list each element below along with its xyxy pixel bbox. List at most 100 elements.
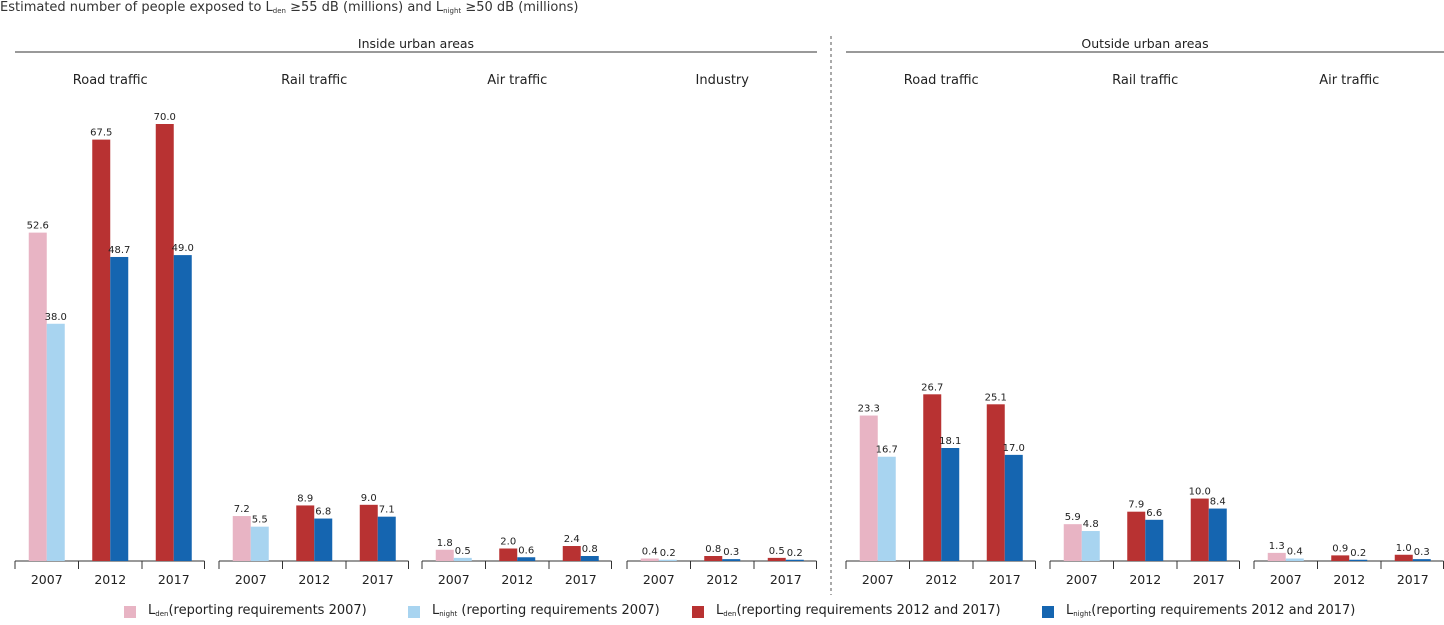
title-prefix: Estimated number of people exposed to L (0, 0, 273, 15)
legend-item-lden-2007[interactable]: Lden(reporting requirements 2007) (124, 603, 367, 618)
data-label-lden: 10.0 (1189, 487, 1211, 498)
bar-lnight[interactable] (46, 323, 65, 561)
legend-swatch (124, 606, 136, 618)
bar-lden[interactable] (923, 394, 942, 561)
bar-lden[interactable] (986, 404, 1005, 561)
panel-label: Industry (696, 73, 750, 88)
bar-lden[interactable] (1331, 555, 1350, 561)
x-tick-label: 2017 (158, 572, 190, 587)
bar-lden[interactable] (92, 139, 111, 561)
x-tick-label: 2017 (1397, 572, 1429, 587)
bar-lden[interactable] (232, 516, 251, 561)
bar-lden[interactable] (359, 504, 378, 561)
data-label-lden: 8.9 (297, 493, 313, 504)
data-label-lden: 2.0 (500, 537, 516, 548)
bar-lden[interactable] (859, 415, 878, 561)
x-tick-label: 2017 (770, 572, 802, 587)
data-label-lden: 1.0 (1396, 543, 1412, 554)
bar-chart: Inside urban areas Road traffic 52.6 38.0 20… (14, 36, 1444, 595)
panel-label: Air traffic (1319, 73, 1379, 88)
bar-lnight[interactable] (722, 559, 741, 561)
legend-label: Lden(reporting requirements 2012 and 201… (716, 603, 1001, 618)
bar-lden[interactable] (704, 556, 723, 561)
bar-lden[interactable] (1394, 554, 1413, 561)
bar-lnight[interactable] (453, 557, 472, 561)
bar-lnight[interactable] (941, 448, 960, 561)
x-tick-label: 2012 (501, 572, 533, 587)
x-tick-label: 2012 (706, 572, 738, 587)
bar-lden[interactable] (1190, 498, 1209, 561)
bar-lnight[interactable] (314, 518, 333, 561)
data-label-lnight: 0.3 (723, 547, 739, 558)
x-tick-label: 2007 (643, 572, 675, 587)
data-label-lden: 25.1 (985, 392, 1007, 403)
data-label-lden: 1.3 (1269, 541, 1285, 552)
x-tick-label: 2012 (94, 572, 126, 587)
bar-lnight[interactable] (1412, 559, 1431, 561)
legend-swatch (692, 606, 704, 618)
bar-lden[interactable] (499, 548, 518, 561)
legend-item-lnight-2007[interactable]: Lnight (reporting requirements 2007) (408, 603, 660, 618)
title-middle: ≥55 dB (millions) and L (285, 0, 444, 15)
bar-lden[interactable] (1267, 552, 1286, 561)
bar-lden[interactable] (155, 124, 174, 561)
bar-lden[interactable] (562, 546, 581, 561)
bar-lnight[interactable] (173, 255, 192, 561)
legend-item-lden-2012-2017[interactable]: Lden(reporting requirements 2012 and 201… (692, 603, 1001, 618)
data-label-lnight: 8.4 (1210, 497, 1226, 508)
x-tick-label: 2007 (438, 572, 470, 587)
data-label-lden: 26.7 (921, 382, 943, 393)
data-label-lden: 0.9 (1332, 543, 1348, 554)
bar-lden[interactable] (1127, 511, 1146, 561)
data-label-lnight: 49.0 (172, 243, 194, 254)
bar-lnight[interactable] (785, 559, 804, 561)
data-label-lnight: 0.3 (1414, 547, 1430, 558)
x-tick-label: 2007 (862, 572, 894, 587)
group-label: Outside urban areas (1081, 36, 1208, 51)
data-label-lden: 7.9 (1128, 500, 1144, 511)
legend-swatch (408, 606, 420, 618)
data-label-lden: 52.6 (27, 221, 49, 232)
bar-lnight[interactable] (1208, 508, 1227, 561)
x-tick-label: 2017 (1193, 572, 1225, 587)
data-label-lnight: 6.6 (1146, 508, 1162, 519)
bar-lden[interactable] (1063, 524, 1082, 561)
bar-lnight[interactable] (1145, 519, 1164, 561)
panel-label: Air traffic (487, 73, 547, 88)
bar-lden[interactable] (767, 557, 786, 561)
data-label-lden: 5.9 (1065, 512, 1081, 523)
bar-lden[interactable] (435, 549, 454, 561)
bar-lnight[interactable] (1349, 559, 1368, 561)
bar-lnight[interactable] (110, 256, 129, 561)
title-suffix: ≥50 dB (millions) (461, 0, 579, 15)
legend-swatch (1042, 606, 1054, 618)
bar-lden[interactable] (28, 232, 47, 561)
data-label-lden: 0.5 (769, 546, 785, 557)
bar-lnight[interactable] (1285, 558, 1304, 561)
data-label-lnight: 0.5 (455, 546, 471, 557)
chart-title: Estimated number of people exposed to Ld… (0, 0, 578, 15)
x-tick-label: 2012 (298, 572, 330, 587)
data-label-lnight: 17.0 (1003, 443, 1025, 454)
legend-item-lnight-2012-2017[interactable]: Lnight(reporting requirements 2012 and 2… (1042, 603, 1355, 618)
bar-lnight[interactable] (377, 516, 396, 561)
bar-lnight[interactable] (658, 559, 677, 561)
panel-label: Rail traffic (1112, 73, 1178, 88)
panel-label: Road traffic (73, 73, 148, 88)
data-label-lden: 70.0 (154, 112, 176, 123)
x-tick-label: 2007 (1270, 572, 1302, 587)
data-label-lnight: 0.6 (518, 545, 534, 556)
x-tick-label: 2007 (1066, 572, 1098, 587)
x-tick-label: 2017 (565, 572, 597, 587)
bar-lnight[interactable] (517, 557, 536, 561)
bar-lnight[interactable] (250, 526, 269, 561)
data-label-lnight: 16.7 (876, 445, 898, 456)
bar-lnight[interactable] (1081, 531, 1100, 561)
panel-label: Rail traffic (281, 73, 347, 88)
bar-lnight[interactable] (1004, 454, 1023, 561)
bar-lden[interactable] (296, 505, 315, 561)
bar-lnight[interactable] (580, 556, 599, 561)
data-label-lden: 0.8 (705, 544, 721, 555)
bar-lden[interactable] (640, 558, 659, 561)
bar-lnight[interactable] (877, 456, 896, 561)
